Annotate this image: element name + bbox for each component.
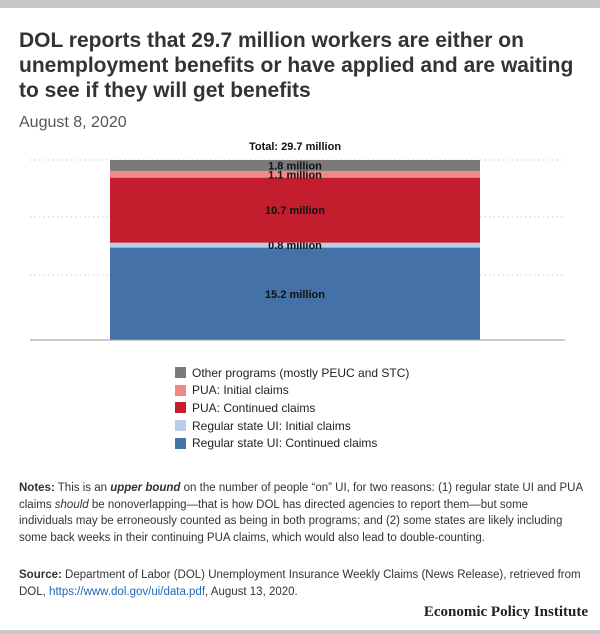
legend-swatch <box>175 420 186 432</box>
notes-text-1: This is an <box>54 482 111 494</box>
notes-emphasis-should: should <box>54 498 89 511</box>
bar-segment-0 <box>110 247 480 340</box>
legend-label: Other programs (mostly PEUC and STC) <box>192 365 410 380</box>
legend-item: PUA: Continued claims <box>175 399 409 417</box>
legend-swatch <box>175 402 186 414</box>
notes: Notes: This is an upper bound on the num… <box>19 480 584 546</box>
source-suffix: , August 13, 2020. <box>205 585 298 598</box>
legend-label: Regular state UI: Initial claims <box>192 418 351 433</box>
notes-text-3: be nonoverlapping—that is how DOL has di… <box>19 498 563 544</box>
data-label-1: 0.8 million <box>268 240 322 252</box>
data-label-4: 1.8 million <box>268 160 322 172</box>
source: Source: Department of Labor (DOL) Unempl… <box>19 567 584 600</box>
chart-date: August 8, 2020 <box>19 114 127 131</box>
total-label: Total: 29.7 million <box>249 141 341 153</box>
legend-swatch <box>175 384 186 396</box>
bar-segment-3 <box>110 170 480 178</box>
notes-emphasis-upper-bound: upper bound <box>110 482 181 494</box>
legend-item: Regular state UI: Initial claims <box>175 417 409 435</box>
legend-item: PUA: Initial claims <box>175 382 409 400</box>
bar-segment-4 <box>110 160 480 171</box>
legend-item: Other programs (mostly PEUC and STC) <box>175 364 409 382</box>
bottom-border <box>0 630 600 634</box>
bar-segment-2 <box>110 177 480 243</box>
chart-legend: Other programs (mostly PEUC and STC) PUA:… <box>175 364 409 452</box>
legend-swatch <box>175 367 186 379</box>
legend-label: PUA: Initial claims <box>192 383 289 398</box>
notes-text-2: on the number of people “on” UI, for two… <box>19 482 583 511</box>
legend-label: PUA: Continued claims <box>192 400 316 415</box>
notes-label: Notes: <box>19 482 55 494</box>
stacked-bar-chart: 15.2 million 0.8 million 10.7 million 1.1 m… <box>30 141 565 341</box>
data-label-2: 10.7 million <box>265 205 325 217</box>
top-border <box>0 0 600 8</box>
source-label: Source: <box>19 569 62 581</box>
bar-segment-1 <box>110 242 480 248</box>
legend-swatch <box>175 437 186 449</box>
source-text: Department of Labor (DOL) Unemployment I… <box>19 569 581 598</box>
legend-item: Regular state UI: Continued claims <box>175 434 409 452</box>
data-label-0: 15.2 million <box>265 289 325 301</box>
brand-logo-text: Economic Policy Institute <box>423 604 588 620</box>
chart-title: DOL reports that 29.7 million workers ar… <box>19 29 574 102</box>
legend-label: Regular state UI: Continued claims <box>192 436 378 451</box>
source-link[interactable]: https://www.dol.gov/ui/data.pdf <box>49 585 206 598</box>
data-label-3: 1.1 million <box>268 169 322 181</box>
